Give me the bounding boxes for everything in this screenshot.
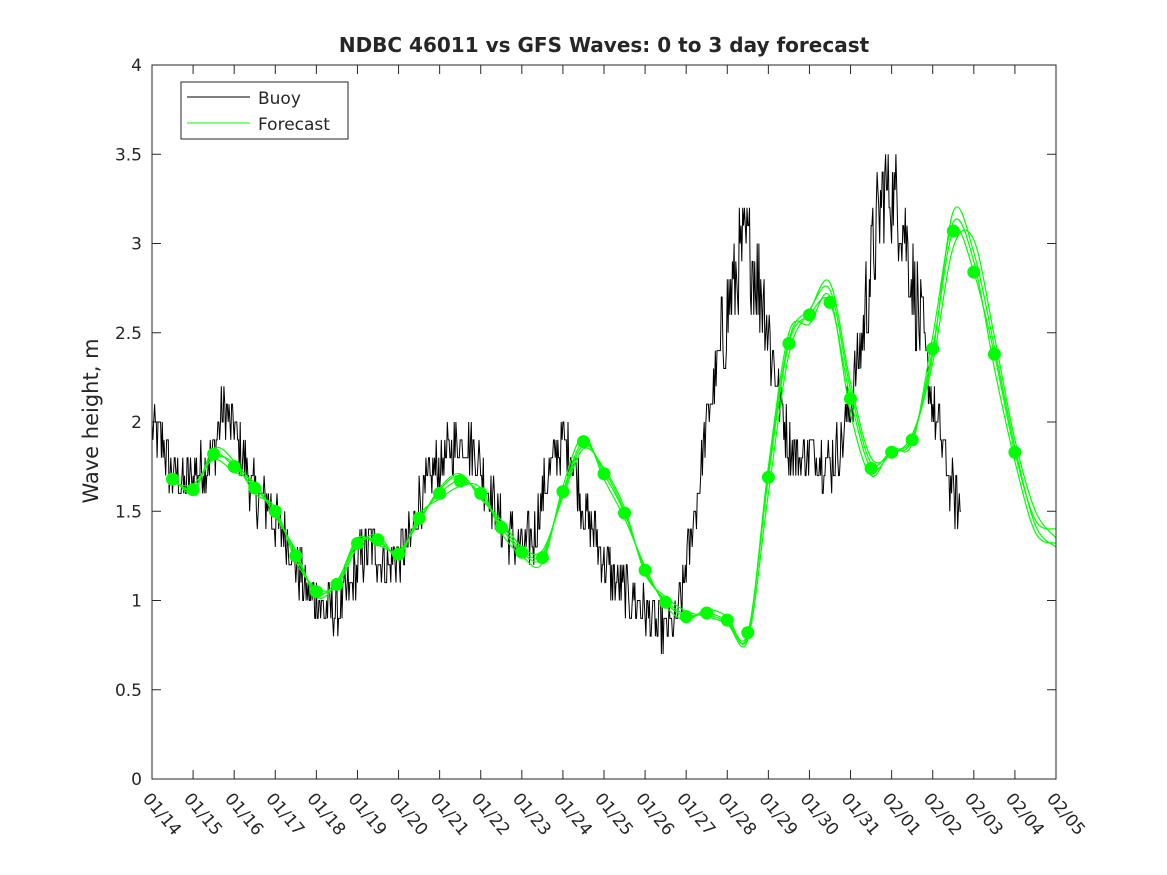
y-tick-label: 3.5 bbox=[115, 145, 142, 165]
forecast-dot bbox=[474, 486, 488, 500]
legend-forecast-label: Forecast bbox=[258, 115, 330, 135]
forecast-dot bbox=[803, 308, 816, 322]
y-tick-label: 4 bbox=[131, 56, 142, 76]
forecast-dot bbox=[268, 504, 282, 518]
forecast-dot bbox=[618, 506, 631, 520]
forecast-dot bbox=[577, 435, 590, 449]
forecast-dot bbox=[926, 342, 940, 356]
forecast-dot bbox=[453, 474, 467, 488]
y-tick-label: 1.5 bbox=[115, 502, 142, 522]
forecast-dot bbox=[782, 337, 796, 350]
y-tick-label: 3 bbox=[131, 235, 142, 255]
buoy-series bbox=[152, 154, 961, 655]
forecast-dot bbox=[412, 511, 426, 525]
forecast-dot bbox=[946, 224, 960, 238]
forecast-dot bbox=[885, 445, 899, 459]
forecast-dot bbox=[227, 460, 241, 474]
forecast-line bbox=[172, 218, 1056, 645]
plot-area bbox=[151, 64, 1057, 780]
forecast-dot bbox=[720, 613, 734, 627]
forecast-dot bbox=[700, 606, 714, 620]
y-tick-label: 2 bbox=[131, 413, 142, 433]
forecast-dot bbox=[679, 610, 693, 624]
forecast-dot bbox=[823, 295, 837, 309]
forecast-dot bbox=[761, 470, 775, 484]
forecast-dot bbox=[186, 483, 200, 497]
forecast-dot bbox=[864, 461, 878, 475]
forecast-dot bbox=[515, 545, 529, 559]
forecast-dot bbox=[987, 347, 1001, 361]
forecast-dot bbox=[392, 547, 405, 561]
chart-title: NDBC 46011 vs GFS Waves: 0 to 3 day fore… bbox=[339, 33, 870, 57]
y-tick-label: 1 bbox=[131, 592, 142, 612]
axes-box bbox=[151, 64, 1057, 780]
y-tick-labels: 0 0.5 1 1.5 2 2.5 3 3.5 4 bbox=[115, 56, 142, 790]
forecast-dot bbox=[433, 486, 447, 500]
forecast-dot bbox=[556, 485, 570, 499]
legend-box bbox=[180, 81, 349, 140]
forecast-dot bbox=[638, 563, 652, 577]
y-axis-label: Wave height, m bbox=[79, 338, 103, 503]
forecast-dots bbox=[166, 224, 1022, 640]
forecast-dot bbox=[248, 481, 262, 495]
forecast-dot bbox=[741, 626, 755, 640]
forecast-dot bbox=[289, 549, 303, 563]
forecast-dot bbox=[207, 447, 221, 461]
forecast-dot bbox=[309, 585, 323, 599]
forecast-dot bbox=[330, 577, 344, 591]
forecast-dot bbox=[967, 265, 981, 279]
forecast-dot bbox=[535, 551, 549, 565]
forecast-dot bbox=[1008, 445, 1022, 459]
legend-buoy-label: Buoy bbox=[258, 89, 301, 109]
y-tick-label: 0 bbox=[131, 770, 142, 790]
forecast-dot bbox=[166, 472, 179, 486]
y-tick-label: 2.5 bbox=[115, 324, 142, 344]
forecast-dot bbox=[659, 595, 673, 609]
forecast-dot bbox=[494, 520, 508, 534]
forecast-dot bbox=[905, 433, 919, 447]
y-tick-label: 0.5 bbox=[115, 681, 142, 701]
forecast-dot bbox=[844, 392, 857, 406]
legend: Buoy Forecast bbox=[180, 81, 349, 140]
forecast-dot bbox=[371, 533, 385, 547]
buoy-line bbox=[152, 154, 961, 655]
forecast-dot bbox=[597, 467, 611, 481]
forecast-dot bbox=[351, 536, 364, 550]
